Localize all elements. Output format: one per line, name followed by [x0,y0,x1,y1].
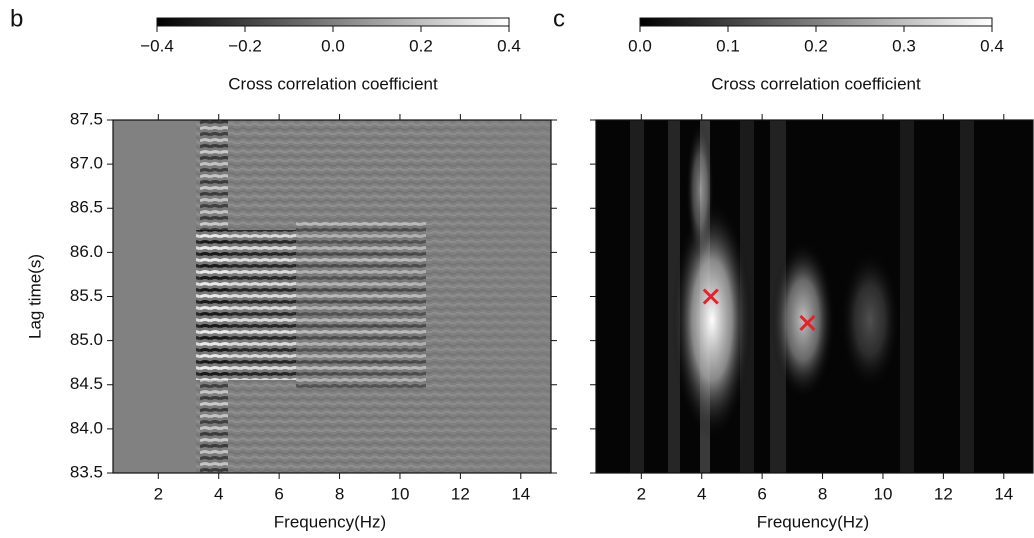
x-axis-label: Frequency(Hz) [757,512,869,531]
y-tick-label: 83.5 [70,462,103,481]
colorbar-tick-label: 0.4 [980,36,1004,55]
colorbar-tick-label: −0.4 [140,36,174,55]
x-tick-label: 10 [391,484,410,503]
x-tick-label: 10 [874,484,893,503]
colorbar-tick-label: 0.0 [321,36,345,55]
colorbar-tick-label: 0.3 [892,36,916,55]
heatmap-image [113,120,551,473]
colorbar [639,17,993,27]
x-tick-label: 6 [274,484,283,503]
x-tick-label: 14 [994,484,1013,503]
colorbar-tick-label: −0.2 [228,36,262,55]
y-tick-label: 84.5 [70,374,103,393]
x-tick-label: 12 [934,484,953,503]
x-tick-label: 4 [697,484,706,503]
colorbar-tick-label: 0.1 [716,36,740,55]
colorbar-tick-label: 0.4 [497,36,521,55]
colorbar-tick-label: 0.0 [628,36,652,55]
panel-label: c [553,5,565,32]
marker [702,288,719,305]
x-tick-label: 12 [451,484,470,503]
x-tick-label: 8 [818,484,827,503]
x-axis-label: Frequency(Hz) [274,512,386,531]
x-tick-label: 2 [154,484,163,503]
marker [799,314,816,332]
y-axis-label: Lag time(s) [25,254,44,339]
y-tick-label: 85.0 [70,330,103,349]
x-tick-label: 8 [335,484,344,503]
panel-label: b [10,5,23,32]
x-tick-label: 14 [511,484,530,503]
colorbar-label: Cross correlation coefficient [228,74,438,93]
y-tick-label: 85.5 [70,286,103,305]
x-tick-label: 6 [757,484,766,503]
y-tick-label: 84.0 [70,418,103,437]
y-tick-label: 87.5 [70,109,103,128]
colorbar-tick-label: 0.2 [409,36,433,55]
y-tick-label: 86.0 [70,242,103,261]
x-tick-label: 2 [637,484,646,503]
y-tick-label: 86.5 [70,198,103,217]
colorbar-tick-label: 0.2 [804,36,828,55]
x-tick-label: 4 [214,484,223,503]
colorbar [156,17,510,27]
heatmap-image [596,120,1033,473]
y-tick-label: 87.0 [70,154,103,173]
colorbar-label: Cross correlation coefficient [711,74,921,93]
